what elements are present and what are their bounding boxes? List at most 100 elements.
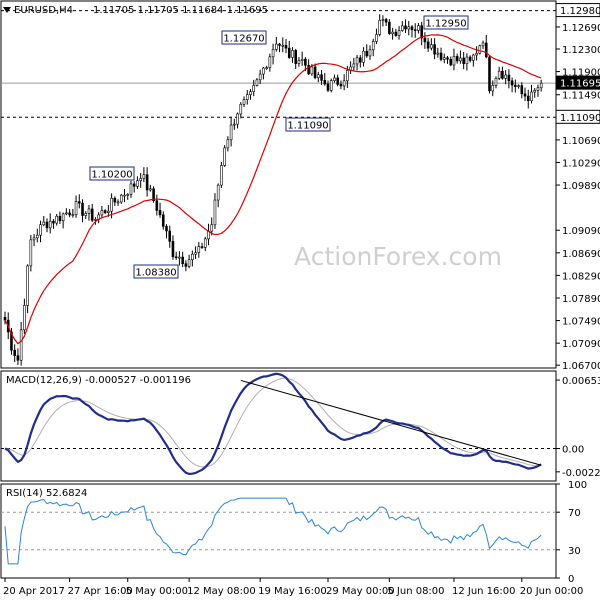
candle-body [533, 90, 537, 93]
price-level-label: 1.11090 [560, 113, 600, 124]
candle-body [339, 84, 343, 87]
candle-body [39, 224, 42, 236]
candle-body [107, 210, 110, 213]
price-annotation-label: 1.08380 [135, 268, 176, 279]
candle-body [61, 213, 65, 222]
macd-panel [0, 370, 557, 482]
candle-body [139, 178, 142, 182]
candle-body [245, 94, 249, 100]
candle-body [145, 174, 149, 191]
candle-body [284, 44, 288, 49]
rsi-tick-label: 100 [568, 480, 587, 491]
macd-tick-label: 0.006534 [562, 376, 600, 387]
candle-body [362, 50, 365, 63]
candle-body [236, 113, 239, 125]
price-tick-label: 1.12300 [562, 45, 600, 56]
candle-body [446, 57, 449, 60]
candle-body [300, 58, 304, 61]
price-annotation-label: 1.12950 [425, 19, 466, 30]
candle-body [310, 66, 314, 75]
rsi-tick-label: 30 [568, 546, 581, 557]
candle-body [71, 214, 75, 216]
candle-body [420, 25, 423, 39]
candle-body [320, 74, 323, 81]
candle-body [68, 212, 71, 216]
candle-body [152, 188, 155, 201]
price-tick-label: 1.07490 [562, 317, 600, 328]
candle-body [336, 77, 339, 85]
candle-body [371, 41, 375, 51]
candle-body [526, 95, 530, 102]
candle-body [342, 80, 346, 87]
candle-body [184, 263, 188, 267]
candle-body [514, 84, 517, 87]
candle-body [16, 355, 20, 361]
candle-body [126, 194, 130, 196]
rsi-line [4, 497, 542, 565]
candle-body [465, 56, 469, 65]
candle-body [468, 56, 472, 61]
candle-body [161, 214, 165, 227]
watermark: ActionForex.com [294, 242, 502, 271]
x-tick-label: 27 Apr 16:00 [68, 586, 133, 597]
candle-body [375, 34, 378, 42]
candle-body [113, 197, 117, 203]
candle-body [436, 52, 440, 55]
macd-trendline [240, 379, 542, 466]
candle-body [333, 77, 336, 81]
price-annotation-box [133, 264, 179, 279]
price-annotation-box [89, 166, 135, 181]
candle-body [317, 74, 320, 79]
candle-body [13, 349, 16, 356]
candle-body [491, 85, 495, 92]
candle-body [442, 57, 446, 60]
price-annotation-box [221, 30, 267, 45]
candle-body [391, 31, 394, 34]
candle-body [404, 25, 407, 30]
candle-body [494, 77, 498, 86]
candle-body [481, 42, 485, 47]
candle-body [35, 234, 39, 239]
candle-body [155, 200, 159, 211]
price-tick-label: 1.08690 [562, 249, 600, 260]
candle-body [81, 202, 84, 216]
candle-body [452, 56, 456, 66]
candle-body [197, 246, 201, 253]
price-annotation-box [423, 15, 469, 30]
rsi-tick-label: 70 [568, 508, 581, 519]
candle-body [213, 199, 217, 226]
x-tick-label: 29 May 00:00 [326, 586, 395, 597]
candle-body [229, 124, 233, 141]
chart-ohlc: 1.11705 1.11705 1.11684 1.11695 [93, 5, 268, 16]
chart-symbol: EURUSD,H4 [14, 5, 73, 16]
candle-body [278, 43, 281, 46]
candle-body [116, 201, 120, 204]
rsi-label: RSI(14) 52.6824 [6, 488, 87, 499]
price-annotation-label: 1.11090 [287, 121, 328, 132]
price-tick-label: 1.10290 [562, 158, 600, 169]
candle-body [149, 188, 152, 191]
candle-body [45, 221, 49, 229]
candle-body [381, 19, 385, 21]
candle-body [352, 63, 356, 68]
candle-body [275, 43, 278, 50]
price-tick-label: 1.07090 [562, 339, 600, 350]
candle-body [291, 50, 294, 58]
candle-body [410, 26, 414, 31]
price-tick-label: 1.08290 [562, 271, 600, 282]
candle-body [281, 44, 285, 47]
candle-body [378, 20, 381, 35]
candle-body [19, 329, 23, 361]
macd-label: MACD(12,26,9) -0.000527 -0.001196 [6, 375, 191, 386]
candle-body [158, 210, 162, 216]
price-tick-label: 1.09090 [562, 226, 600, 237]
candle-body [268, 56, 272, 68]
candle-body [136, 180, 139, 187]
candle-body [497, 70, 501, 79]
macd-signal-line [4, 377, 542, 468]
candle-body [523, 93, 527, 97]
candle-body [472, 54, 475, 61]
candle-body [242, 99, 246, 105]
candle-body [119, 194, 123, 203]
candle-body [65, 212, 68, 215]
